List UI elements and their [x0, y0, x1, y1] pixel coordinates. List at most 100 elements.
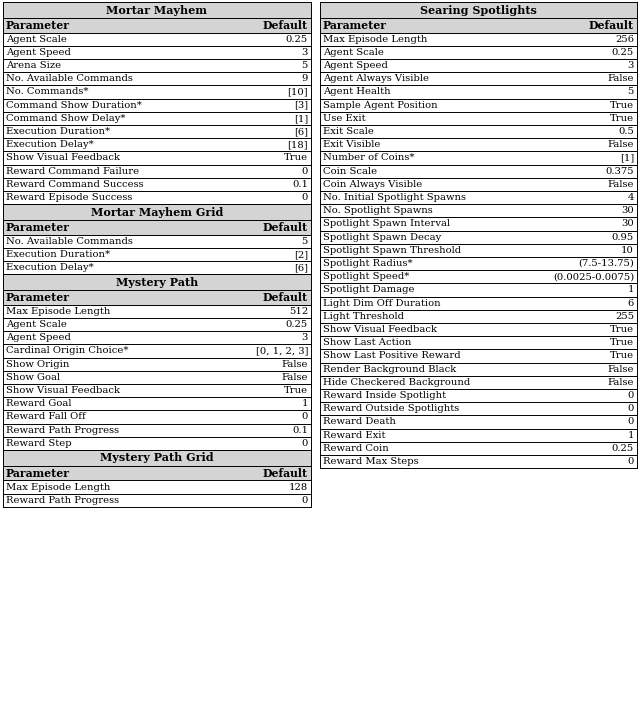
Text: Max Episode Length: Max Episode Length	[6, 482, 110, 491]
Text: 5: 5	[301, 237, 308, 246]
Bar	[3, 466, 311, 480]
Bar	[3, 220, 311, 235]
Text: Reward Path Progress: Reward Path Progress	[6, 426, 119, 434]
Text: Coin Scale: Coin Scale	[323, 166, 377, 176]
Text: Show Origin: Show Origin	[6, 360, 69, 369]
Text: 1: 1	[301, 399, 308, 408]
Text: Spotlight Spawn Decay: Spotlight Spawn Decay	[323, 233, 441, 242]
Text: Reward Coin: Reward Coin	[323, 444, 388, 453]
Text: False: False	[607, 378, 634, 387]
Text: 128: 128	[289, 482, 308, 491]
Text: No. Available Commands: No. Available Commands	[6, 237, 133, 246]
Bar	[3, 235, 311, 247]
Bar	[320, 125, 637, 138]
Text: Light Threshold: Light Threshold	[323, 312, 404, 321]
Text: Number of Coins*: Number of Coins*	[323, 154, 415, 162]
Bar	[3, 357, 311, 371]
Text: 0: 0	[628, 404, 634, 413]
Text: True: True	[284, 386, 308, 395]
Text: 0: 0	[628, 457, 634, 466]
Text: [3]: [3]	[294, 101, 308, 109]
Bar	[320, 429, 637, 442]
Text: 0: 0	[301, 412, 308, 422]
Bar	[320, 164, 637, 178]
Text: [2]: [2]	[294, 250, 308, 259]
Text: 3: 3	[628, 61, 634, 70]
Bar	[3, 274, 311, 290]
Text: Mortar Mayhem Grid: Mortar Mayhem Grid	[91, 207, 223, 218]
Text: Agent Speed: Agent Speed	[6, 333, 71, 342]
Text: Agent Always Visible: Agent Always Visible	[323, 74, 429, 83]
Text: Agent Scale: Agent Scale	[323, 48, 384, 57]
Bar	[320, 217, 637, 231]
Text: True: True	[610, 338, 634, 347]
Bar	[320, 138, 637, 152]
Text: [10]: [10]	[287, 87, 308, 97]
Text: Use Exit: Use Exit	[323, 114, 365, 123]
Text: 3: 3	[301, 333, 308, 342]
Text: Reward Death: Reward Death	[323, 417, 396, 427]
Text: Parameter: Parameter	[6, 292, 70, 303]
Bar	[3, 46, 311, 59]
Bar	[320, 191, 637, 204]
Bar	[320, 455, 637, 468]
Bar	[3, 436, 311, 450]
Bar	[3, 191, 311, 204]
Text: Show Visual Feedback: Show Visual Feedback	[6, 154, 120, 162]
Text: Hide Checkered Background: Hide Checkered Background	[323, 378, 470, 387]
Text: Reward Step: Reward Step	[6, 439, 72, 448]
Bar	[320, 323, 637, 336]
Text: Agent Scale: Agent Scale	[6, 320, 67, 329]
Text: False: False	[282, 373, 308, 382]
Bar	[3, 247, 311, 261]
Text: Execution Duration*: Execution Duration*	[6, 250, 110, 259]
Text: False: False	[607, 140, 634, 149]
Text: (0.0025-0.0075): (0.0025-0.0075)	[553, 272, 634, 281]
Bar	[320, 244, 637, 257]
Text: Execution Duration*: Execution Duration*	[6, 127, 110, 136]
Text: No. Initial Spotlight Spawns: No. Initial Spotlight Spawns	[323, 193, 466, 202]
Bar	[320, 72, 637, 85]
Text: Mystery Path Grid: Mystery Path Grid	[100, 453, 214, 463]
Text: Reward Exit: Reward Exit	[323, 431, 385, 440]
Bar	[3, 152, 311, 164]
Text: Execution Delay*: Execution Delay*	[6, 263, 93, 272]
Text: Exit Scale: Exit Scale	[323, 127, 374, 136]
Text: Reward Fall Off: Reward Fall Off	[6, 412, 86, 422]
Text: Cardinal Origin Choice*: Cardinal Origin Choice*	[6, 346, 129, 355]
Text: [1]: [1]	[294, 114, 308, 123]
Text: Mystery Path: Mystery Path	[116, 276, 198, 288]
Bar	[3, 204, 311, 220]
Text: 5: 5	[628, 87, 634, 97]
Text: [0, 1, 2, 3]: [0, 1, 2, 3]	[255, 346, 308, 355]
Text: 256: 256	[615, 35, 634, 44]
Text: 0.25: 0.25	[612, 48, 634, 57]
Text: 10: 10	[621, 246, 634, 255]
Text: Spotlight Radius*: Spotlight Radius*	[323, 259, 413, 268]
Text: True: True	[610, 101, 634, 109]
Text: Reward Episode Success: Reward Episode Success	[6, 193, 132, 202]
Bar	[320, 32, 637, 46]
Text: [1]: [1]	[620, 154, 634, 162]
Text: (7.5-13.75): (7.5-13.75)	[578, 259, 634, 268]
Bar	[3, 59, 311, 72]
Text: Reward Command Failure: Reward Command Failure	[6, 166, 139, 176]
Text: False: False	[607, 74, 634, 83]
Bar	[320, 231, 637, 244]
Bar	[320, 376, 637, 389]
Bar	[3, 2, 311, 18]
Bar	[320, 99, 637, 111]
Text: True: True	[610, 351, 634, 360]
Text: Default: Default	[263, 467, 308, 479]
Bar	[320, 178, 637, 191]
Text: Agent Speed: Agent Speed	[6, 48, 71, 57]
Text: 9: 9	[301, 74, 308, 83]
Text: False: False	[282, 360, 308, 369]
Bar	[320, 257, 637, 270]
Bar	[3, 111, 311, 125]
Bar	[3, 32, 311, 46]
Text: Show Goal: Show Goal	[6, 373, 60, 382]
Bar	[3, 371, 311, 384]
Text: Parameter: Parameter	[6, 467, 70, 479]
Text: Reward Outside Spotlights: Reward Outside Spotlights	[323, 404, 460, 413]
